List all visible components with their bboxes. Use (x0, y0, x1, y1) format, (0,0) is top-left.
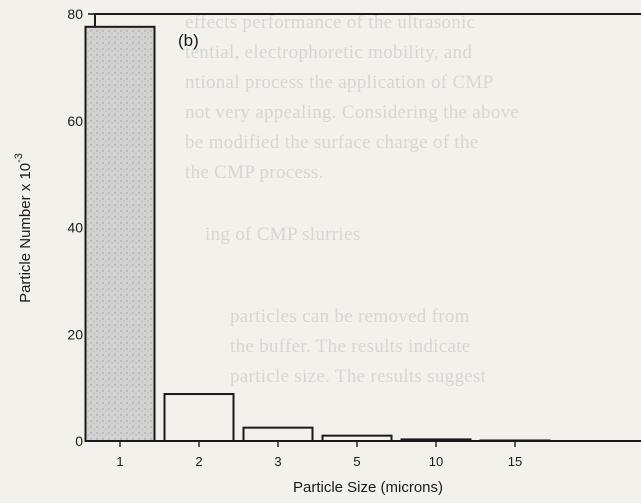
x-tick-label: 3 (274, 454, 281, 469)
bleed-line: particles can be removed from (230, 306, 470, 327)
bleed-line: the CMP process. (185, 162, 324, 183)
x-axis-title: Particle Size (microns) (293, 479, 443, 496)
y-axis-title: Particle Number x 10-3 (13, 153, 34, 303)
bleed-line: the buffer. The results indicate (230, 336, 471, 357)
bar-15-micron (479, 439, 551, 442)
y-tick-label: 0 (75, 433, 83, 449)
bleed-line: ntional process the application of CMP (185, 72, 494, 93)
bar-1-micron (84, 25, 156, 443)
x-tick-label: 2 (195, 454, 202, 469)
bar-5-micron (321, 434, 393, 443)
x-tick-label: 10 (429, 454, 443, 469)
y-tick-label: 40 (67, 220, 83, 236)
bar-10-micron (400, 438, 472, 442)
y-tick-label: 20 (67, 326, 83, 342)
bar-2-micron (163, 393, 235, 442)
bar-3-micron (242, 426, 314, 442)
bleed-line: not very appealing. Considering the abov… (185, 102, 520, 123)
bleed-line: ing of CMP slurries (205, 224, 361, 245)
x-ticks: 1 2 3 5 10 15 (116, 441, 522, 469)
bleed-line: effects performance of the ultrasonic (185, 12, 476, 33)
x-tick-label: 1 (116, 454, 123, 469)
y-axis-title-exponent: -3 (13, 153, 25, 163)
bars (84, 25, 551, 443)
bleed-line: be modified the surface charge of the (185, 132, 479, 153)
panel-label: (b) (178, 31, 199, 50)
x-tick-label: 15 (508, 454, 522, 469)
y-tick-label: 80 (67, 6, 83, 22)
x-tick-label: 5 (353, 454, 360, 469)
y-axis-title-group: Particle Number x 10-3 (13, 153, 34, 303)
bleed-line: tential, electrophoretic mobility, and (185, 42, 473, 63)
bleed-line: particle size. The results suggest (230, 366, 487, 387)
y-axis-title-main: Particle Number x 10 (17, 163, 34, 303)
y-tick-label: 60 (67, 113, 83, 129)
